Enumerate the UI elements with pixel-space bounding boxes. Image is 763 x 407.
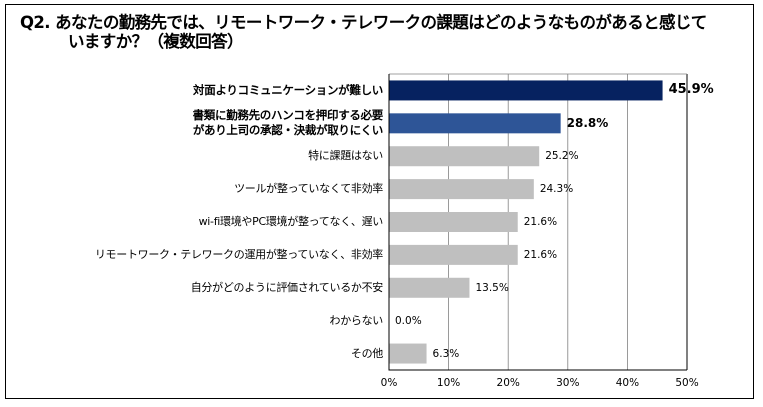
value-label-4: 21.6% <box>523 216 558 228</box>
bar-4 <box>389 212 518 232</box>
chart-title-line1: Q2. あなたの勤務先では、リモートワーク・テレワークの課題はどのようなものがあ… <box>20 13 707 32</box>
category-label-8-line-0: その他 <box>350 346 383 360</box>
bar-0 <box>389 80 663 101</box>
value-label-7: 0.0% <box>395 314 422 327</box>
chart-title-line2: いますか？（複数回答） <box>68 32 244 51</box>
x-tick-label-10: 10% <box>436 377 461 389</box>
category-label-4-line-0: wi-fi環境やPC環境が整ってなく、遅い <box>198 215 384 228</box>
category-label-1: 書類に勤務先のハンコを押印する必要 があり上司の承認・決裁が取りにくい <box>192 108 384 138</box>
category-label-6: 自分がどのように評価されているか不安 <box>190 280 384 295</box>
x-tick-label-50: 50% <box>675 377 699 389</box>
category-label-1-line-0: 書類に勤務先のハンコを押印する必要 <box>192 108 384 123</box>
category-label-4: wi-fi環境やPC環境が整ってなく、遅い <box>198 215 384 229</box>
value-label-5: 21.6% <box>523 248 558 261</box>
category-label-5-line-0: リモートワーク・テレワークの運用が整っていなく、非効率 <box>94 247 383 261</box>
bar-2 <box>389 146 540 167</box>
category-label-5: リモートワーク・テレワークの運用が整っていなく、非効率 <box>95 248 383 262</box>
x-tick-label-0: 0% <box>380 377 398 389</box>
x-tick-label-20: 20% <box>496 377 520 389</box>
x-tick-label-30: 30% <box>556 377 580 389</box>
bar-1 <box>389 113 561 134</box>
x-tick-label-40: 40% <box>615 377 640 389</box>
chart-title: Q2. あなたの勤務先では、リモートワーク・テレワークの課題はどのようなものがあ… <box>20 13 745 51</box>
category-label-6-line-0: 自分がどのように評価されているか不安 <box>190 280 384 294</box>
category-label-7: わからない <box>330 314 384 328</box>
value-label-3: 24.3% <box>539 183 574 196</box>
value-label-0: 45.9% <box>668 82 714 98</box>
category-label-0: 対面よりコミュニケーションが難しい <box>193 83 383 97</box>
category-label-1-line-1: があり上司の承認・決裁が取りにくい <box>192 123 383 138</box>
category-label-2: 特に課題はない <box>308 149 383 163</box>
axes <box>388 74 687 371</box>
value-label-6: 13.5% <box>475 281 509 294</box>
value-label-8: 6.3% <box>432 347 460 360</box>
bar-8 <box>389 343 427 364</box>
bar-6 <box>389 277 470 298</box>
chart-frame <box>5 4 754 399</box>
category-label-7-line-0: わからない <box>329 313 384 327</box>
category-label-0-line-0: 対面よりコミュニケーションが難しい <box>193 83 383 98</box>
value-label-2: 25.2% <box>545 150 579 163</box>
category-label-3: ツールが整っていなくて非効率 <box>234 182 383 196</box>
category-label-2-line-0: 特に課題はない <box>308 149 383 163</box>
bar-3 <box>389 179 534 200</box>
category-label-8: その他 <box>351 347 383 361</box>
value-label-1: 28.8% <box>566 116 609 131</box>
bar-5 <box>389 244 518 265</box>
category-label-3-line-0: ツールが整っていなくて非効率 <box>234 182 383 196</box>
